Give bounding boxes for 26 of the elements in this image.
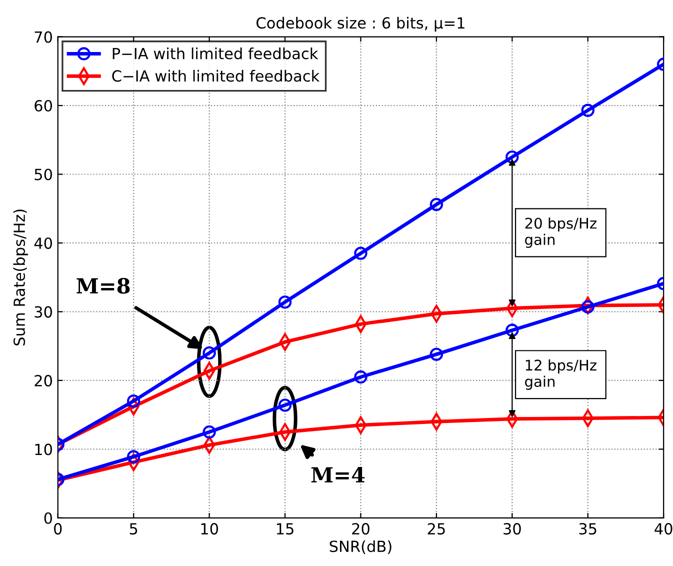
y-axis-title: Sum Rate(bps/Hz) — [13, 210, 28, 346]
y-tick-label: 60 — [34, 100, 52, 112]
annotation: M=8 — [76, 278, 130, 294]
legend-label: P−IA with limited feedback — [112, 47, 318, 60]
y-tick-label: 30 — [34, 306, 52, 318]
y-tick-label: 50 — [34, 168, 52, 180]
y-tick-label: 40 — [34, 237, 52, 249]
chart-title: Codebook size : 6 bits, μ=1 — [256, 16, 464, 32]
x-tick-label: 35 — [579, 523, 596, 535]
y-tick-label: 20 — [34, 374, 52, 386]
x-tick-label: 20 — [352, 523, 370, 535]
y-tick-label: 0 — [44, 512, 52, 524]
legend-label: C−IA with limited feedback — [112, 70, 320, 82]
x-tick-label: 40 — [654, 523, 672, 535]
x-tick-label: 30 — [504, 523, 521, 535]
annotation: M=4 — [311, 466, 365, 482]
annotation: 12 bps/Hz gain — [525, 359, 596, 390]
y-tick-label: 10 — [35, 444, 52, 456]
x-tick-label: 10 — [201, 523, 218, 535]
y-tick-label: 70 — [34, 31, 52, 43]
x-tick-label: 25 — [428, 523, 445, 535]
x-tick-label: 5 — [130, 523, 138, 535]
x-tick-label: 0 — [54, 523, 62, 535]
x-tick-label: 15 — [276, 523, 294, 535]
annotation: 20 bps/Hz gain — [525, 217, 596, 248]
x-axis-title: SNR(dB) — [330, 540, 392, 554]
